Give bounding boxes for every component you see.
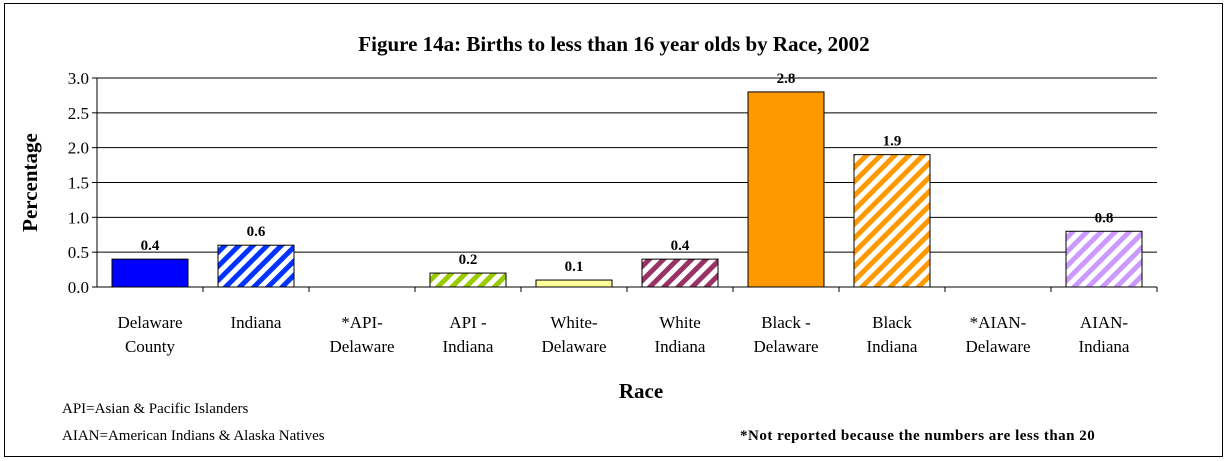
api-note: API=Asian & Pacific Islanders [62,401,249,417]
chart-title: Figure 14a: Births to less than 16 year … [358,32,869,56]
x-tick-label: Indiana [867,337,918,356]
bar [217,244,295,288]
bar [1065,230,1143,288]
x-tick-label: Delaware [753,337,818,356]
y-tick-label: 2.0 [68,139,89,158]
bar [535,279,613,288]
x-tick-label: Delaware [541,337,606,356]
y-tick-label: 3.0 [68,69,89,88]
bar [111,258,189,288]
y-tick-label: 1.5 [68,174,89,193]
x-tick-label: Delaware [117,313,182,332]
x-tick-label: White [659,313,701,332]
x-tick-label: Indiana [655,337,706,356]
x-tick-label: API - [449,313,487,332]
data-label: 0.1 [565,259,584,275]
x-tick-label: Indiana [443,337,494,356]
data-labels: 0.4 0.6 0.2 0.1 0.4 2.8 1.9 0.8 [141,71,1114,275]
y-tick-label: 2.5 [68,104,89,123]
bars [111,91,1143,288]
x-tick-label: Black [872,313,912,332]
x-tick-label: AIAN- [1080,313,1128,332]
chart-frame [4,3,1223,457]
x-tick-label: Delaware [329,337,394,356]
y-tick-label: 1.0 [68,208,89,227]
bar [641,258,719,288]
x-tick-label: *API- [341,313,383,332]
x-tick-label: County [125,337,176,356]
data-label: 0.4 [141,238,160,254]
bar [747,91,825,288]
bar [853,154,931,288]
y-axis-ticks: 0.0 0.5 1.0 1.5 2.0 2.5 3.0 [68,69,97,297]
data-label: 0.6 [247,224,266,240]
data-label: 0.4 [671,238,690,254]
aian-note: AIAN=American Indians & Alaska Natives [62,428,325,444]
x-tick-label: *AIAN- [970,313,1027,332]
data-label: 0.8 [1095,210,1114,226]
y-tick-label: 0.5 [68,243,89,262]
x-tick-label: Indiana [231,313,282,332]
data-label: 1.9 [883,134,902,150]
data-label: 0.2 [459,252,478,268]
x-tick-label: Delaware [965,337,1030,356]
y-axis-title: Percentage [18,133,42,232]
y-tick-label: 0.0 [68,278,89,297]
data-label: 2.8 [777,71,796,87]
x-axis-ticks: Delaware County Indiana *API- Delaware API - I… [117,287,1158,356]
x-tick-label: White- [550,313,598,332]
bar [429,272,507,288]
x-tick-label: Black - [761,313,811,332]
x-axis-title: Race [619,379,663,403]
footnote: *Not reported because the numbers are le… [740,428,1096,444]
x-tick-label: Indiana [1079,337,1130,356]
